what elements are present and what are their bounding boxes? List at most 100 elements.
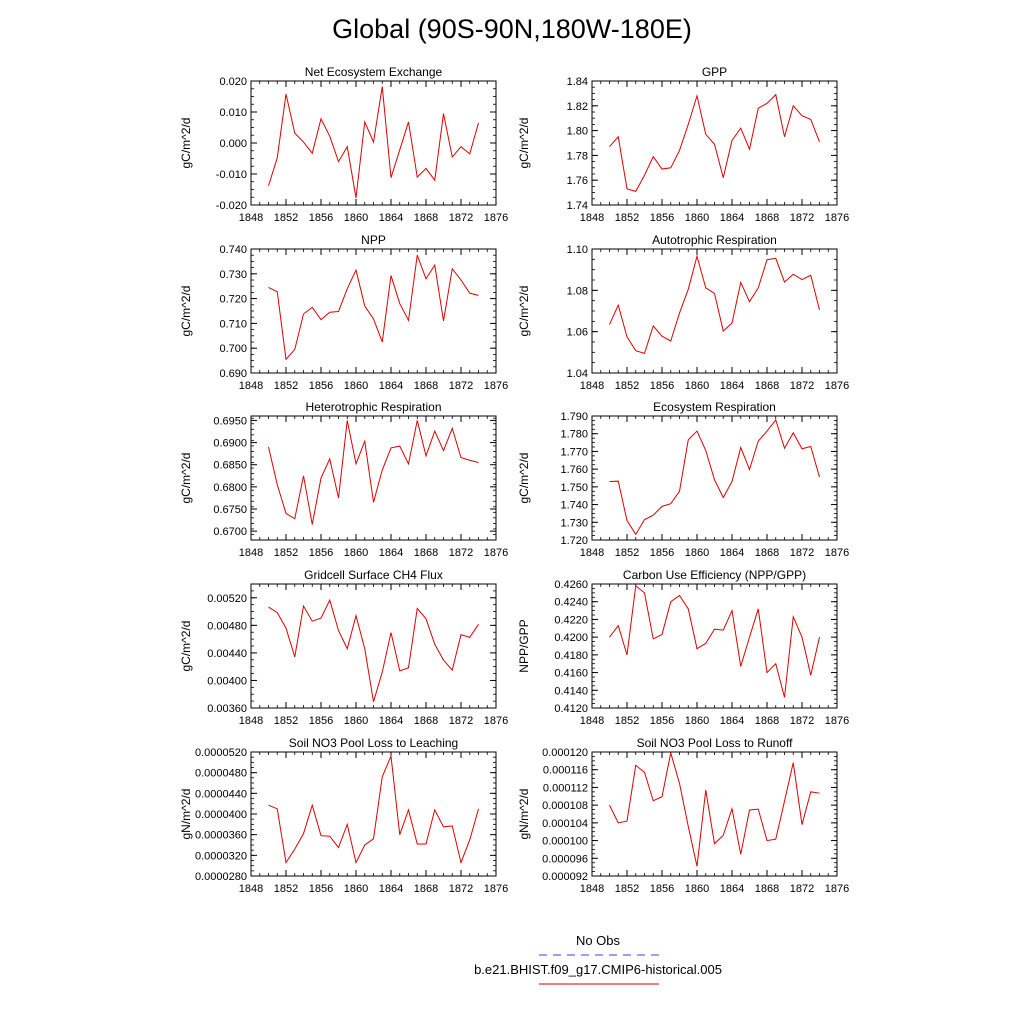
- panel-4-frame: [591, 248, 838, 374]
- figure-title: Global (90S-90N,180W-180E): [332, 14, 692, 44]
- panel-8-ytick-label: 0.4220: [554, 614, 588, 626]
- panel-5-xtick-label: 1876: [484, 547, 508, 559]
- panel-8-xtick-label: 1852: [615, 715, 639, 727]
- panel-9-xtick-label: 1876: [484, 883, 508, 895]
- panel-1-xtick-label: 1872: [449, 212, 473, 224]
- panel-8-frame: [591, 583, 838, 709]
- panel-9-ytick-label: 0.0000440: [195, 788, 247, 800]
- panel-3-ytick-label: 0.730: [219, 269, 247, 281]
- panel-8-xtick-label: 1876: [825, 715, 849, 727]
- panel-1-xtick-label: 1852: [274, 212, 298, 224]
- panel-6-ytick-label: 1.760: [560, 464, 588, 476]
- panel-7-xtick-label: 1872: [449, 715, 473, 727]
- panel-9-ytick-label: 0.0000280: [195, 871, 247, 883]
- panel-2-xtick-label: 1872: [790, 212, 814, 224]
- panel-8-ytick-label: 0.4120: [554, 703, 588, 715]
- panel-10-xtick-label: 1856: [650, 883, 674, 895]
- panel-10-xtick-label: 1868: [755, 883, 779, 895]
- panel-4-xtick-label: 1848: [580, 380, 604, 392]
- panel-10-xtick-label: 1872: [790, 883, 814, 895]
- panel-8-ytick-label: 0.4160: [554, 668, 588, 680]
- panel-7-xtick-label: 1852: [274, 715, 298, 727]
- panel-2-ytick-label: 1.80: [567, 126, 588, 138]
- panel-5-ytick-label: 0.6950: [213, 415, 247, 427]
- panel-1-ylabel: gC/m^2/d: [179, 118, 193, 169]
- panel-7-ytick-label: 0.00480: [207, 620, 247, 632]
- panel-4-ytick-label: 1.04: [567, 368, 588, 380]
- panel-9-xtick-label: 1856: [309, 883, 333, 895]
- panel-1-ytick-label: 0.010: [219, 107, 247, 119]
- panel-7-xtick-label: 1868: [414, 715, 438, 727]
- panel-10-ytick-label: 0.000100: [542, 836, 588, 848]
- panel-9-xtick-label: 1860: [344, 883, 368, 895]
- panel-4-ytick-label: 1.08: [567, 285, 588, 297]
- panel-7-xtick-label: 1876: [484, 715, 508, 727]
- panel-4-xtick-label: 1872: [790, 380, 814, 392]
- panel-9-series-line-1: [268, 754, 479, 865]
- panel-3-xtick-label: 1876: [484, 380, 508, 392]
- panel-6-xtick-label: 1864: [720, 547, 744, 559]
- panel-8-ytick-label: 0.4260: [554, 579, 588, 591]
- panel-3-frame: [250, 248, 497, 374]
- panel-10-ylabel: gN/m^2/d: [517, 789, 531, 840]
- panel-8-ytick-label: 0.4240: [554, 597, 588, 609]
- panel-10-xtick-label: 1864: [720, 883, 744, 895]
- panel-3-xtick-label: 1872: [449, 380, 473, 392]
- panel-4-ytick-label: 1.10: [567, 244, 588, 256]
- panel-8-ytick-label: 0.4180: [554, 650, 588, 662]
- panel-10-ytick-label: 0.000104: [542, 818, 588, 830]
- panel-6-xtick-label: 1876: [825, 547, 849, 559]
- panel-8-xtick-label: 1860: [685, 715, 709, 727]
- panel-3-ylabel: gC/m^2/d: [179, 286, 193, 337]
- panel-7-xtick-label: 1856: [309, 715, 333, 727]
- panel-2-xtick-label: 1852: [615, 212, 639, 224]
- panel-2-ytick-label: 1.82: [567, 101, 588, 113]
- panel-4-ylabel: gC/m^2/d: [517, 286, 531, 337]
- panel-1-xtick-label: 1860: [344, 212, 368, 224]
- panel-1-series-line-1: [268, 86, 479, 198]
- panel-10-xtick-label: 1876: [825, 883, 849, 895]
- panel-7-frame: [250, 583, 497, 709]
- panel-2-xtick-label: 1864: [720, 212, 744, 224]
- panel-10-ytick-label: 0.000120: [542, 747, 588, 759]
- panel-8-title: Carbon Use Efficiency (NPP/GPP): [623, 568, 806, 582]
- panel-7-ytick-label: 0.00440: [207, 648, 247, 660]
- panel-3-series-line-1: [268, 255, 479, 361]
- panel-5-series-line-1: [268, 420, 479, 525]
- panel-10-ytick-label: 0.000092: [542, 871, 588, 883]
- panel-5-xtick-label: 1872: [449, 547, 473, 559]
- panel-4-series-line-1: [609, 254, 820, 354]
- panel-10-ytick-label: 0.000108: [542, 800, 588, 812]
- panel-9-title: Soil NO3 Pool Loss to Leaching: [289, 736, 458, 750]
- panel-7-ylabel: gC/m^2/d: [179, 621, 193, 672]
- panel-4-xtick-label: 1860: [685, 380, 709, 392]
- panel-7-ytick-label: 0.00360: [207, 703, 247, 715]
- panel-2-ytick-label: 1.84: [567, 76, 588, 88]
- panel-9-ylabel: gN/m^2/d: [179, 789, 193, 840]
- panel-3-xtick-label: 1852: [274, 380, 298, 392]
- panel-9-ytick-label: 0.0000480: [195, 768, 247, 780]
- panel-3-xtick-label: 1848: [239, 380, 263, 392]
- panel-2-title: GPP: [702, 65, 727, 79]
- panel-6-xtick-label: 1856: [650, 547, 674, 559]
- panel-10-xtick-label: 1848: [580, 883, 604, 895]
- panel-9-xtick-label: 1872: [449, 883, 473, 895]
- panel-3-xtick-label: 1856: [309, 380, 333, 392]
- panel-6-ytick-label: 1.740: [560, 500, 588, 512]
- panel-9-xtick-label: 1864: [379, 883, 403, 895]
- panel-4-title: Autotrophic Respiration: [652, 233, 777, 247]
- panel-5-xtick-label: 1848: [239, 547, 263, 559]
- panel-2-series-line-1: [609, 93, 820, 192]
- panel-3-ytick-label: 0.710: [219, 318, 247, 330]
- panel-9-ytick-label: 0.0000360: [195, 830, 247, 842]
- panel-3-ytick-label: 0.740: [219, 244, 247, 256]
- panel-9-ytick-label: 0.0000520: [195, 747, 247, 759]
- panel-2-xtick-label: 1856: [650, 212, 674, 224]
- panel-6-xtick-label: 1860: [685, 547, 709, 559]
- panel-8-xtick-label: 1872: [790, 715, 814, 727]
- panel-5-xtick-label: 1852: [274, 547, 298, 559]
- panel-9-ytick-label: 0.0000320: [195, 850, 247, 862]
- panel-4-xtick-label: 1876: [825, 380, 849, 392]
- panel-8-ylabel: NPP/GPP: [517, 619, 531, 672]
- panel-10-ytick-label: 0.000116: [543, 765, 588, 777]
